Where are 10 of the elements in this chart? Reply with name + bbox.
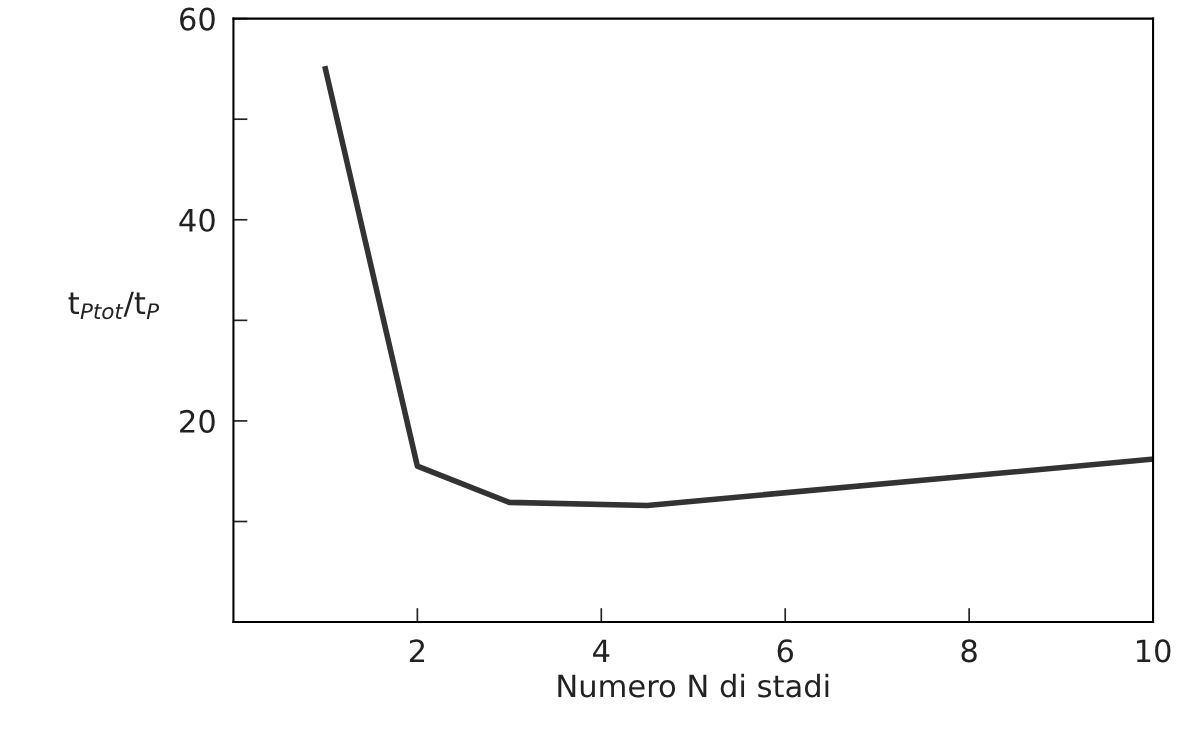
x-axis-title: Numero N di stadi [558,673,829,698]
y-tick-label: 40 [179,208,215,232]
x-tick-label: 8 [961,639,977,663]
x-tick-label: 4 [593,639,610,662]
y-tick-label: 60 [180,7,215,31]
x-tick-label: 10 [1136,639,1171,663]
x-tick-label: 2 [409,639,425,662]
y-tick-label: 20 [180,409,215,433]
x-tick-label: 6 [777,639,794,663]
y-axis-title: t$_{Ptot}$/t$_{P}$ [68,291,160,320]
